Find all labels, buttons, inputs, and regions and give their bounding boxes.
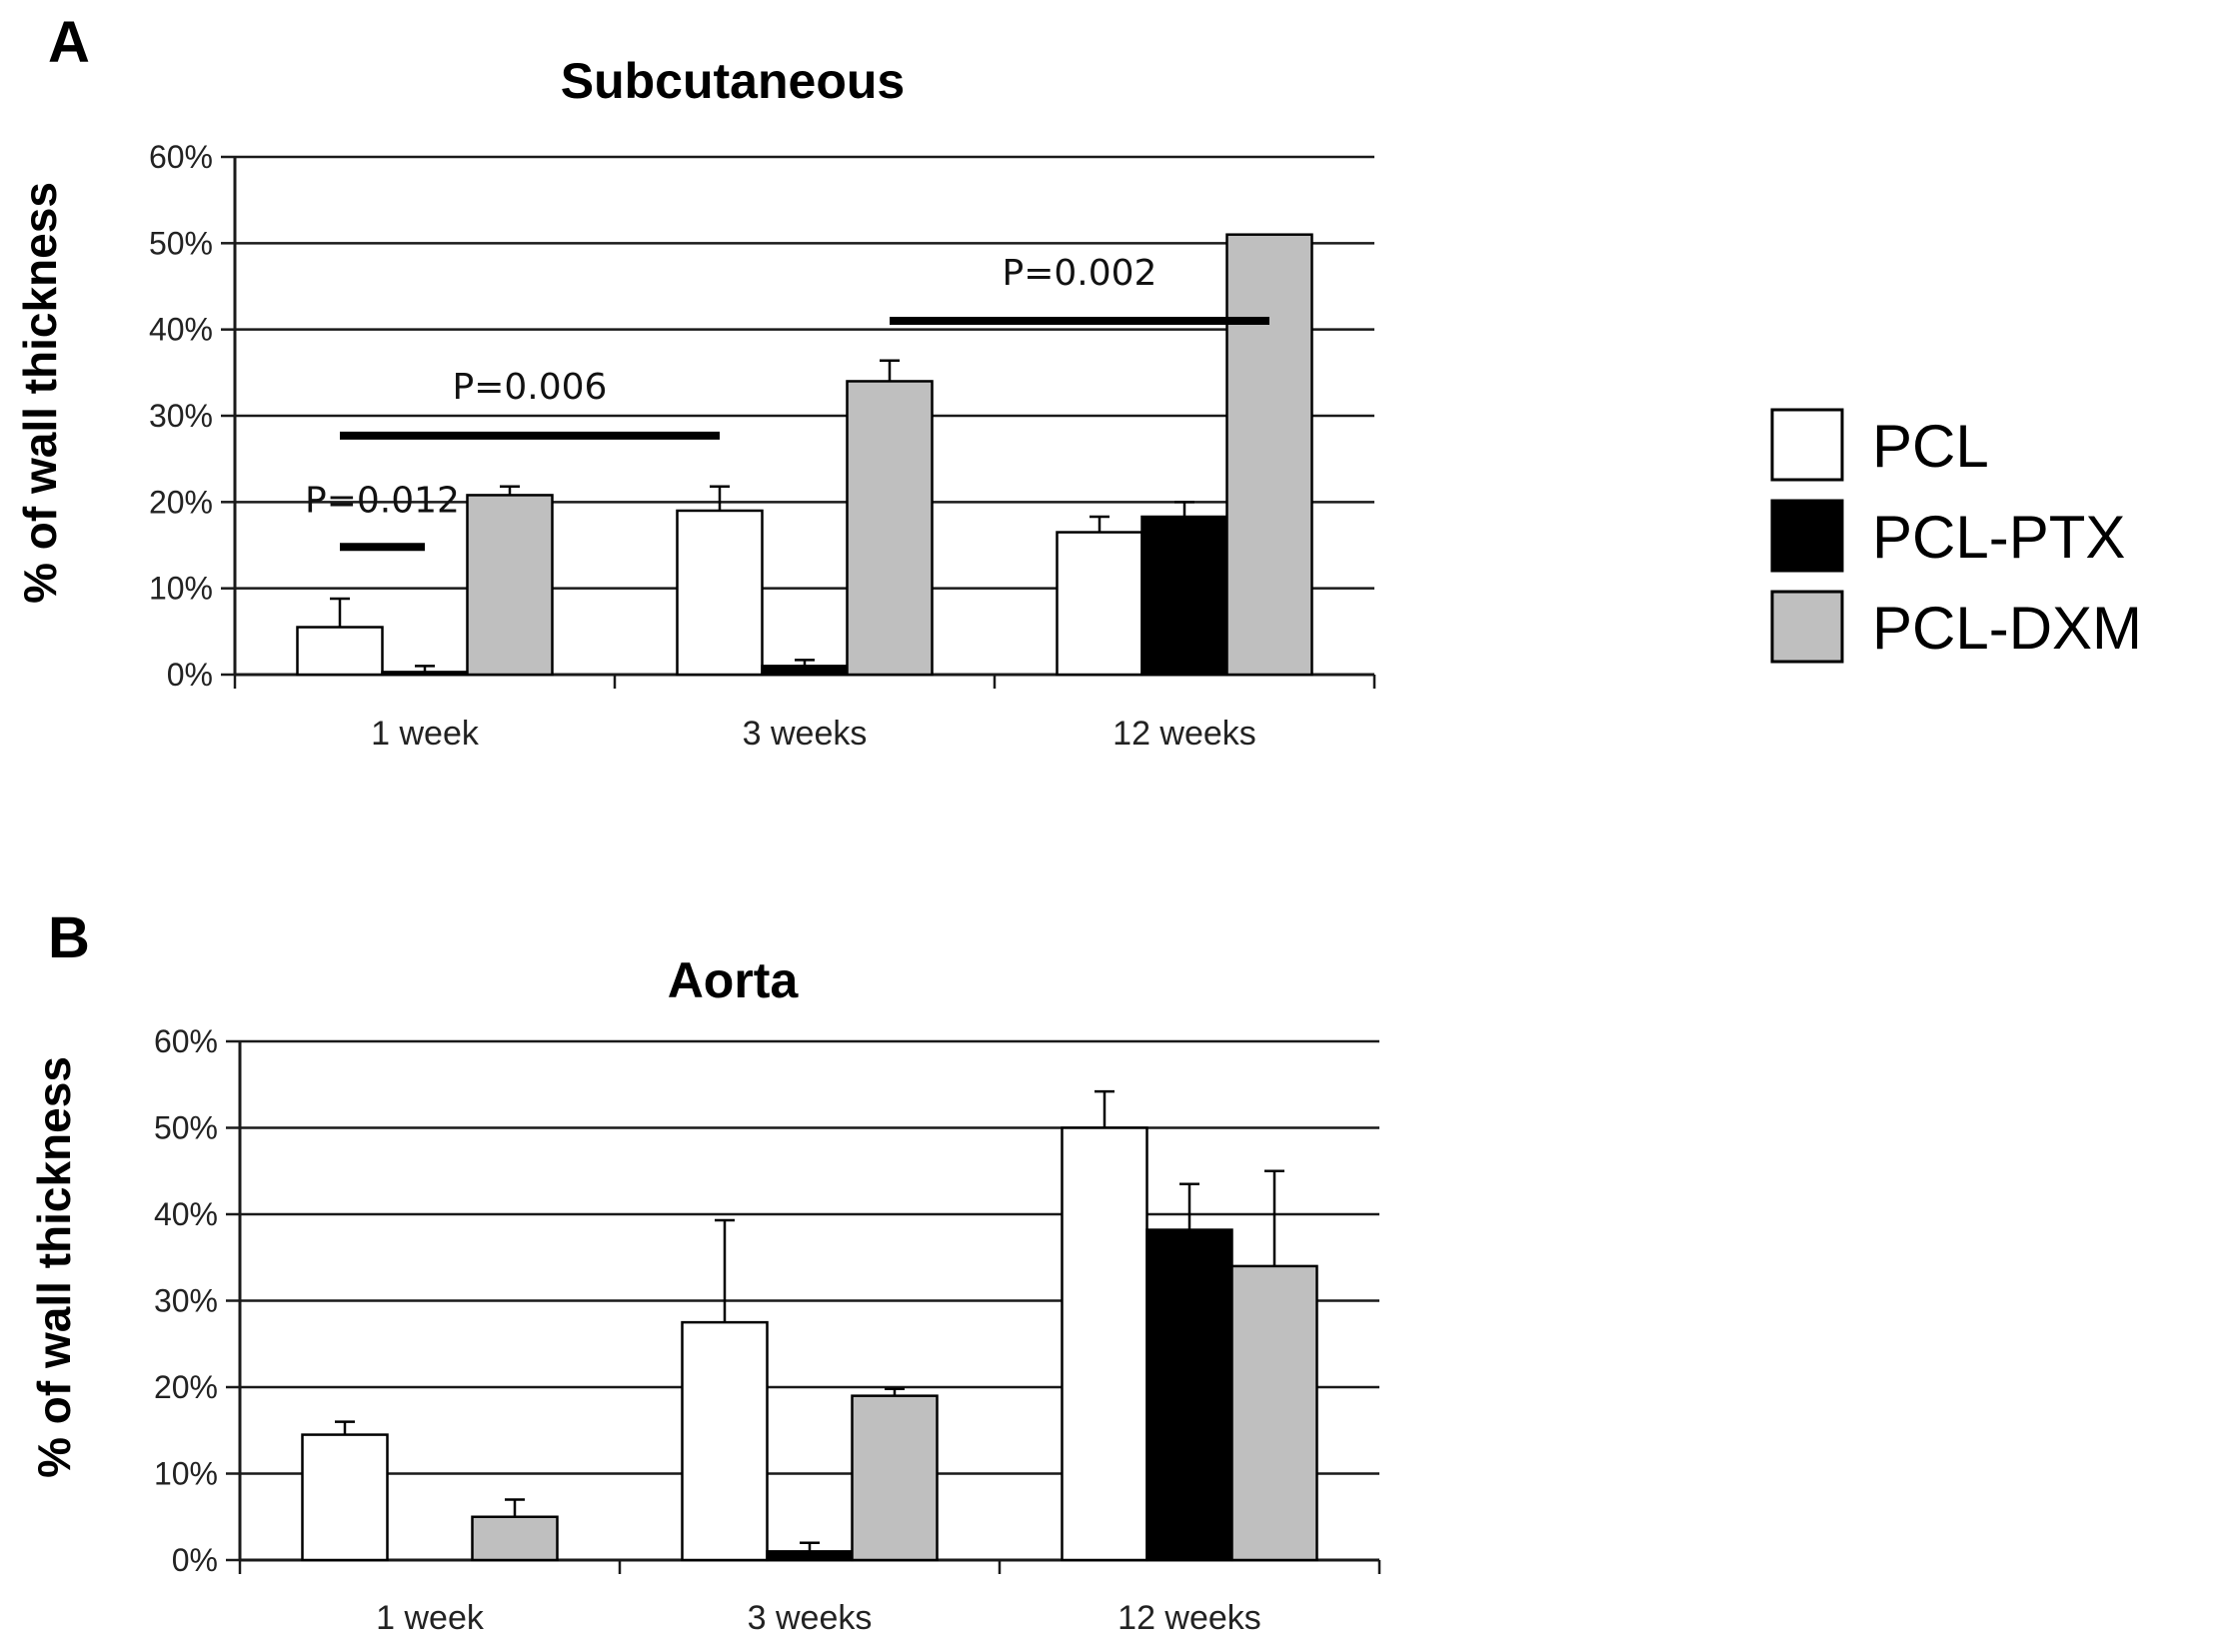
legend-label: PCL xyxy=(1872,413,1989,480)
bar-pcl xyxy=(1061,1126,1148,1562)
legend-swatch-pcl-dxm xyxy=(1770,590,1844,664)
bar-pcl-dxm xyxy=(471,1515,559,1562)
bar-pcl xyxy=(301,1433,389,1562)
x-category-label: 3 weeks xyxy=(743,715,868,753)
y-tick-label: 20% xyxy=(149,484,213,520)
bar-pcl-dxm xyxy=(466,494,554,677)
chart-panel-b: B Aorta % of wall thickness 0% 10% 20% 30% 40% 5… xyxy=(28,905,1381,1637)
y-tick-label: 50% xyxy=(149,225,213,261)
x-category-label: 1 week xyxy=(376,1599,485,1637)
y-axis-label: % of wall thickness xyxy=(14,182,66,604)
bar-pcl xyxy=(296,626,384,677)
x-category-label: 1 week xyxy=(371,715,480,753)
x-category-label: 12 weeks xyxy=(1112,715,1256,753)
bar-pcl-ptx xyxy=(1145,1228,1233,1562)
y-tick-label: 40% xyxy=(149,312,213,348)
p-value-label: P=0.002 xyxy=(1003,253,1157,294)
y-tick-label: 20% xyxy=(154,1369,218,1405)
y-tick-label: 0% xyxy=(172,1542,218,1578)
y-tick-label: 10% xyxy=(149,571,213,607)
legend-swatch-pcl-ptx xyxy=(1770,499,1844,573)
bar-pcl-dxm xyxy=(846,380,934,677)
y-tick-label: 40% xyxy=(154,1196,218,1232)
panel-letter: A xyxy=(48,10,90,75)
bar-pcl xyxy=(676,509,764,677)
bar-pcl-ptx xyxy=(766,1550,854,1562)
legend-swatch-pcl xyxy=(1770,408,1844,482)
bar-pcl-ptx xyxy=(381,671,469,677)
chart-panel-a: A Subcutaneous % of wall thickness 0% 10% 20%… xyxy=(14,10,1376,753)
p-value-label: P=0.012 xyxy=(305,481,460,522)
legend-label: PCL-PTX xyxy=(1872,504,2125,571)
y-tick-label: 60% xyxy=(149,139,213,175)
y-axis-label: % of wall thickness xyxy=(28,1056,80,1478)
y-tick-label: 50% xyxy=(154,1110,218,1146)
legend: PCL PCL-PTX PCL-DXM xyxy=(1770,408,2142,664)
legend-label: PCL-DXM xyxy=(1872,595,2142,662)
x-category-label: 3 weeks xyxy=(748,1599,873,1637)
y-tick-label: 30% xyxy=(149,398,213,434)
bar-pcl xyxy=(681,1320,769,1562)
y-tick-label: 30% xyxy=(154,1283,218,1319)
y-tick-label: 0% xyxy=(167,657,213,693)
bar-pcl xyxy=(1056,531,1143,677)
chart-title: Aorta xyxy=(668,952,800,1008)
y-tick-label: 10% xyxy=(154,1456,218,1492)
y-tick-label: 60% xyxy=(154,1023,218,1059)
x-category-label: 12 weeks xyxy=(1117,1599,1261,1637)
bar-pcl-dxm xyxy=(1230,1264,1318,1562)
p-value-label: P=0.006 xyxy=(453,367,608,408)
panel-letter: B xyxy=(48,905,90,970)
bar-pcl-dxm xyxy=(1225,233,1313,677)
bar-pcl-ptx xyxy=(1140,515,1228,677)
chart-title: Subcutaneous xyxy=(561,53,905,109)
bar-pcl-dxm xyxy=(851,1394,939,1562)
bar-pcl-ptx xyxy=(761,665,849,677)
